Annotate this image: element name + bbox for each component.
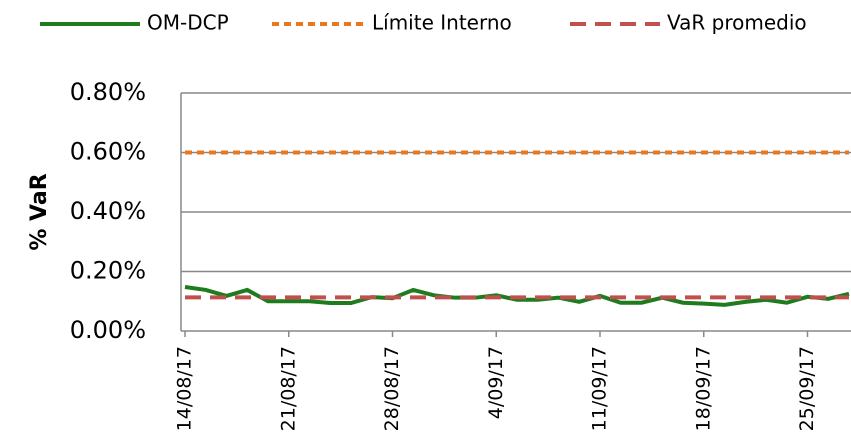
- x-tick-label: 11/09/17: [589, 346, 611, 431]
- y-axis-label: % VaR: [27, 173, 52, 250]
- y-tick-label: 0.00%: [70, 316, 146, 344]
- y-tick-label: 0.20%: [70, 257, 146, 285]
- y-tick-label: 0.40%: [70, 197, 146, 225]
- x-tick-label: 28/08/17: [381, 346, 403, 431]
- x-tick-label: 18/09/17: [692, 346, 714, 431]
- x-tick-label: 4/09/17: [485, 346, 507, 419]
- x-tick-label: 14/08/17: [174, 346, 196, 431]
- legend-label: VaR promedio: [667, 11, 807, 35]
- legend-label: Límite Interno: [372, 11, 512, 35]
- y-tick-label: 0.80%: [70, 78, 146, 106]
- legend-label: OM-DCP: [147, 11, 229, 35]
- series-line: [184, 284, 850, 307]
- x-tick-label: 21/08/17: [277, 346, 299, 431]
- y-tick-label: 0.60%: [70, 138, 146, 166]
- x-tick-label: 25/09/17: [796, 346, 818, 431]
